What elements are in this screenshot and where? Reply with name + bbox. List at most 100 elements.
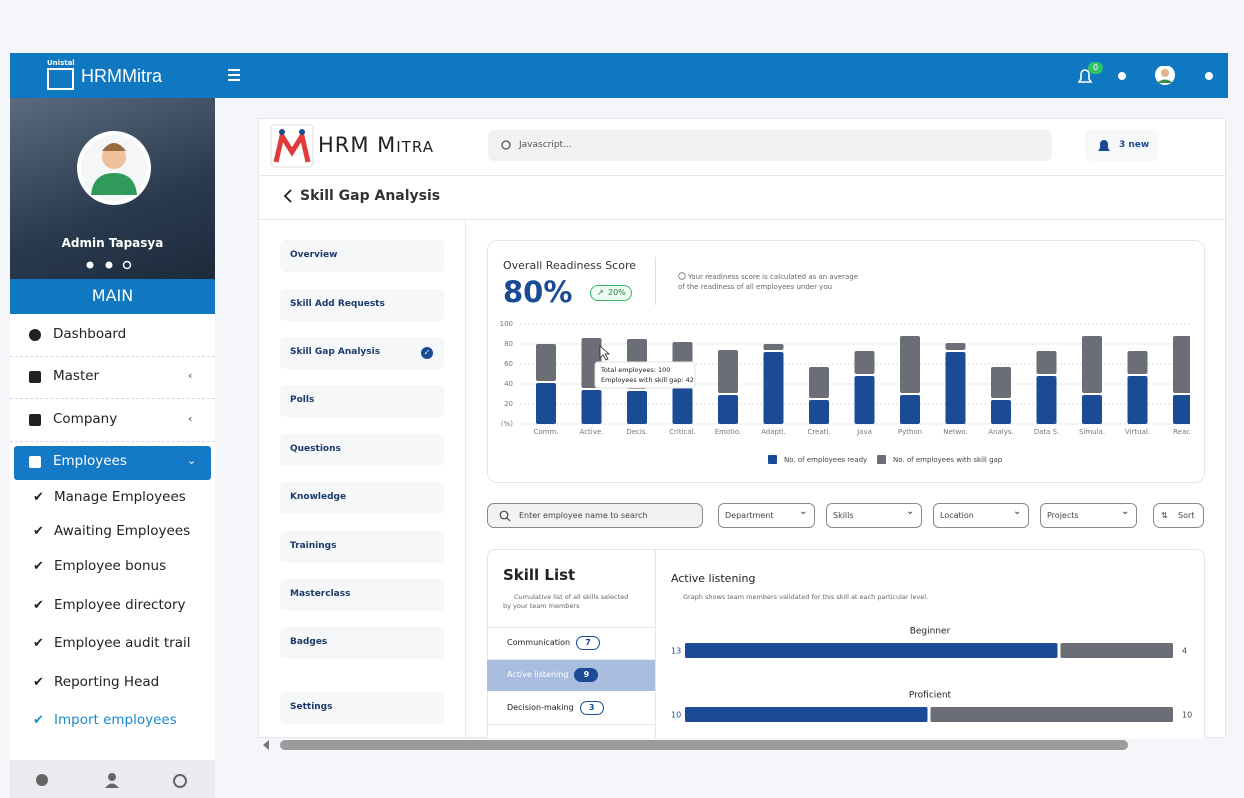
x-tick-label: Emotio. (715, 428, 742, 436)
nav-item-bg[interactable] (280, 627, 444, 659)
menu-icon (29, 456, 41, 468)
nav-item: Skill Gap Analysis (290, 347, 381, 357)
submenu-item[interactable]: Import employees (54, 712, 177, 728)
submenu-item[interactable]: Manage Employees (54, 489, 186, 505)
submenu-item[interactable]: Employee bonus (54, 558, 167, 574)
filter-dropdown[interactable] (718, 503, 815, 528)
skill-detail-note: Graph shows team members validated for t… (683, 593, 929, 601)
legend-swatch (877, 455, 886, 464)
menu-divider (10, 356, 215, 357)
readiness-score: 80% (503, 275, 573, 309)
tooltip-box (594, 361, 696, 389)
check-icon: ✔ (33, 524, 44, 539)
level-value: 10 (671, 711, 681, 720)
filter-label: Department (725, 511, 774, 520)
bar-segment (900, 336, 920, 393)
logo-text: Unistal (47, 59, 75, 67)
level-chart: Beginner 13 4 Proficient 10 10 (671, 627, 1192, 722)
dropdown-chevron: ⌄ (1013, 506, 1022, 517)
dropdown-chevron: ⌄ (799, 506, 808, 517)
nav-item: Questions (290, 444, 341, 454)
submenu-item[interactable]: Reporting Head (54, 674, 160, 690)
top-bar (10, 53, 1228, 98)
user-name: Admin Tapasya (61, 236, 164, 250)
divider (655, 549, 656, 738)
search-box[interactable] (488, 130, 1052, 161)
scroll-arrow[interactable] (262, 740, 270, 750)
skill-list-title: Skill List (503, 566, 576, 584)
readiness-title: Overall Readiness Score (503, 259, 637, 272)
bar-segment (945, 343, 966, 350)
employee-search-placeholder: Enter employee name to search (519, 511, 648, 520)
nav-item-bg[interactable] (280, 240, 444, 272)
brand: HRMMitra (81, 66, 162, 86)
skill-name[interactable]: Decision-making (507, 703, 574, 712)
nav-item-bg[interactable] (280, 434, 444, 466)
tooltip-line: Total employees: 100 (600, 366, 670, 374)
bar-segment (945, 352, 966, 424)
check-icon: ✔ (33, 598, 44, 613)
level-bar (685, 643, 1058, 658)
menu-icon (29, 329, 41, 341)
info-icon (678, 272, 686, 280)
top-icons (1077, 66, 1213, 85)
bar-segment (900, 395, 920, 424)
menu-item[interactable]: Dashboard (53, 326, 127, 342)
nav-item-bg[interactable] (280, 385, 444, 417)
back-icon[interactable] (283, 189, 293, 203)
nav-item-bg[interactable] (280, 579, 444, 611)
divider (259, 219, 1225, 220)
nav-item-bg[interactable] (280, 482, 444, 514)
filter-dropdown[interactable] (826, 503, 922, 528)
menu-active-bg (14, 446, 211, 480)
submenu-item[interactable]: Employee directory (54, 597, 186, 613)
readiness-chart: (%) 20 40 60 80 100 Comm. Active. Decis. Critical… (500, 320, 1190, 464)
filter-label: Projects (1047, 511, 1079, 520)
divider (487, 659, 655, 660)
logo-icon (47, 68, 74, 90)
sort-button[interactable] (1153, 503, 1204, 528)
cursor (599, 345, 611, 361)
readiness-note: Your readiness score is calculated as an… (678, 273, 859, 291)
header-icons (501, 140, 1110, 151)
legend-swatch (768, 455, 777, 464)
nav-item-bg[interactable] (280, 531, 444, 563)
nav-item-bg[interactable] (280, 289, 444, 321)
nav-item-bg[interactable] (280, 337, 444, 369)
skill-detail-title: Active listening (671, 572, 756, 585)
skill-name[interactable]: Communication (507, 638, 571, 647)
nav-item-bg[interactable] (280, 692, 444, 724)
divider (487, 724, 655, 725)
bar-segment (536, 344, 556, 381)
bar-segment (991, 400, 1011, 424)
submenu-item[interactable]: Employee audit trail (54, 635, 191, 651)
nav-item: Trainings (290, 541, 337, 551)
submenu-item[interactable]: Awaiting Employees (54, 523, 191, 539)
skill-name[interactable]: Active listening (507, 670, 569, 679)
avatar (77, 131, 151, 205)
level-name: Proficient (909, 691, 952, 701)
filter-dropdown[interactable] (933, 503, 1029, 528)
y-tick-label: 20 (504, 400, 513, 408)
bar-segment (1173, 395, 1190, 424)
menu-toggle[interactable] (228, 69, 242, 81)
footer-icons (36, 773, 187, 788)
filter-dropdown[interactable] (1040, 503, 1137, 528)
notification-button[interactable] (1085, 130, 1158, 161)
x-tick-label: Data S. (1034, 428, 1060, 436)
page-title: Skill Gap Analysis (300, 188, 441, 204)
scrollbar-thumb[interactable] (280, 740, 1128, 750)
skill-count: 7 (576, 636, 601, 650)
check-icon: ✔ (33, 636, 44, 651)
bar-segment (854, 351, 875, 374)
readiness-change: 20% (608, 288, 626, 297)
employee-search[interactable] (487, 503, 703, 528)
x-tick-label: Critical. (669, 428, 696, 436)
level-bar (930, 707, 1173, 722)
menu-item[interactable]: Company (53, 411, 118, 427)
y-tick-label: 80 (504, 340, 513, 348)
filter-label: Skills (833, 511, 854, 520)
menu-item[interactable]: Employees (53, 453, 127, 469)
menu-item[interactable]: Master (53, 368, 100, 384)
level-value: 13 (671, 647, 681, 656)
